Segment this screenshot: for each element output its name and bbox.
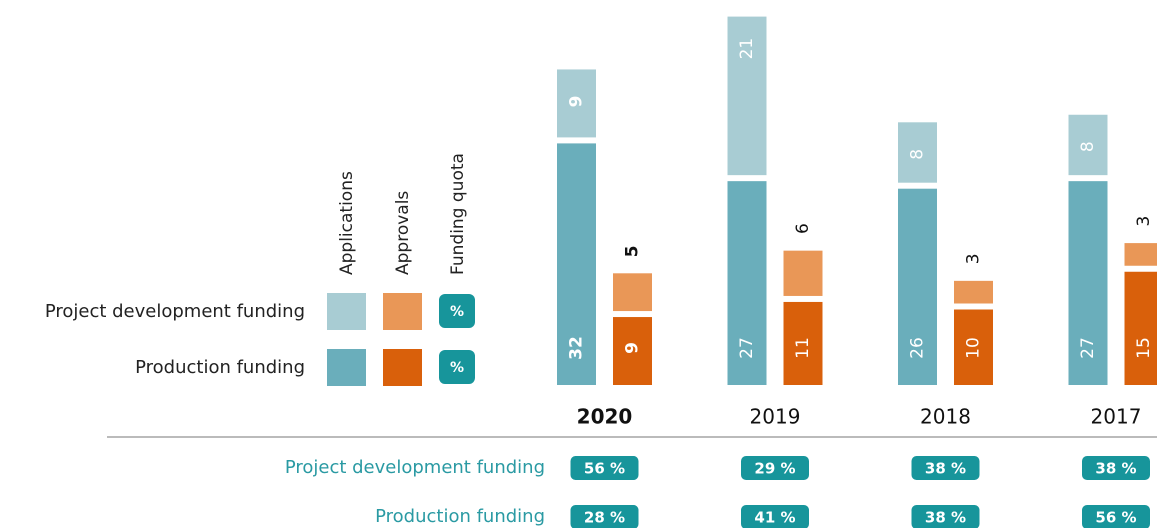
bar [898,122,937,183]
bar [613,273,652,312]
bar-value-label: 6 [793,223,813,234]
bar-value-label: 27 [1078,337,1098,359]
bar-value-label: 15 [1134,337,1154,359]
bar [557,143,596,385]
quota-badge [741,456,809,480]
bar [1068,181,1108,385]
bar [954,280,993,304]
bar-value-label: 21 [737,38,757,60]
quota-badge [741,505,809,528]
legend-badge [439,294,475,328]
bar-value-label: 26 [908,337,928,359]
bar-value-label: 3 [964,253,984,264]
bar [613,317,652,385]
quota-label: 28 % [584,509,625,527]
legend-badge-text: % [450,304,464,320]
bar [727,181,767,385]
x-tick-label: 2019 [750,405,801,429]
bar [954,309,993,385]
quota-row-label: Project development funding [285,457,545,478]
bar-value-label: 32 [567,336,587,360]
quota-badge [1082,456,1150,480]
legend-swatch [327,293,366,330]
legend-badge-text: % [450,360,464,376]
legend-row-label: Production funding [135,357,305,378]
quota-badge [570,505,639,528]
quota-label: 56 % [1095,509,1136,527]
bar [727,16,767,176]
bar-value-label: 9 [567,96,587,108]
legend-swatch [327,349,366,386]
legend-swatch [383,349,422,386]
quota-label: 38 % [1095,460,1136,478]
quota-badge [570,456,639,480]
bar-value-label: 5 [623,245,643,257]
quota-badge [911,456,980,480]
quota-label: 41 % [754,509,795,527]
legend-column-label: Applications [337,171,357,275]
bar-value-label: 8 [908,149,928,160]
quota-label: 56 % [584,460,625,478]
bar [557,69,596,138]
bar [1124,271,1157,385]
bar-value-label: 27 [737,337,757,359]
bar [783,250,823,296]
legend-badge [439,350,475,384]
quota-label: 38 % [925,460,966,478]
quota-row-label: Production funding [375,506,545,527]
legend-column-label: Funding quota [448,153,468,275]
bar [1124,243,1157,266]
bar-value-label: 3 [1134,216,1154,227]
quota-badge [911,505,980,528]
bar-value-label: 10 [964,337,984,359]
quota-badge [1082,505,1150,528]
quota-label: 29 % [754,460,795,478]
x-tick-label: 2018 [920,405,971,429]
bar [783,301,823,385]
bar-value-label: 8 [1078,141,1098,152]
legend-column-label: Approvals [393,191,413,275]
bar-value-label: 9 [623,342,643,354]
bar [898,188,937,385]
x-tick-label: 2017 [1091,405,1142,429]
legend-swatch [383,293,422,330]
bar-value-label: 11 [793,337,813,359]
x-tick-label: 2020 [577,405,633,429]
quota-label: 38 % [925,509,966,527]
legend-row-label: Project development funding [45,301,305,322]
bar [1068,114,1108,176]
